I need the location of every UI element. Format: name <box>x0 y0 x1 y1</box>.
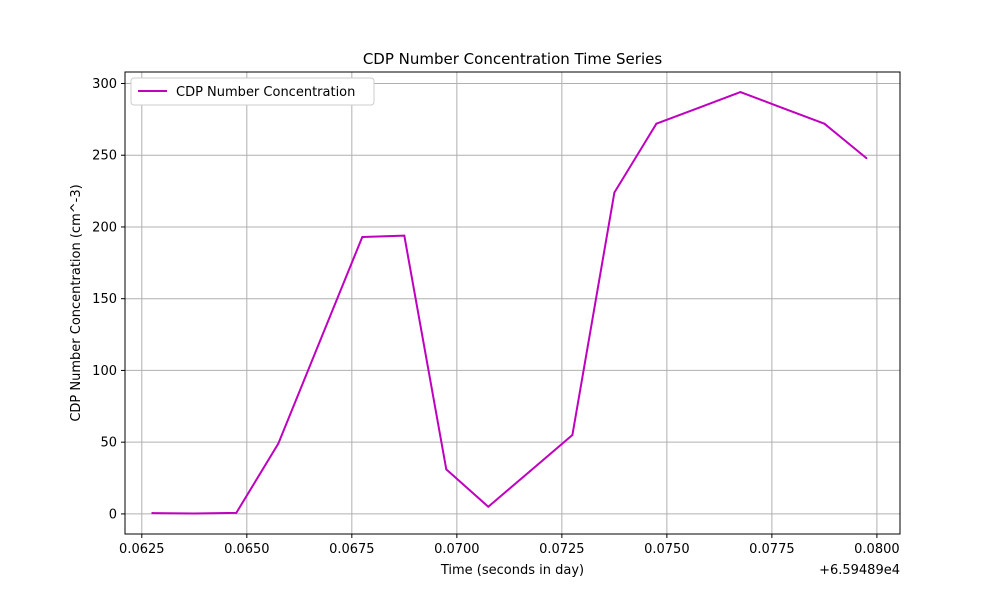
data-point <box>361 236 364 238</box>
data-point <box>613 191 616 194</box>
data-point <box>739 91 742 94</box>
x-tick-label: 0.0775 <box>749 542 795 557</box>
legend-label: CDP Number Concentration <box>176 85 355 100</box>
data-point <box>445 468 448 471</box>
data-point <box>823 122 826 125</box>
data-point <box>319 339 322 342</box>
data-point <box>403 234 406 237</box>
x-tick-label: 0.0725 <box>539 542 585 557</box>
x-tick-label: 0.0700 <box>434 542 480 557</box>
y-tick-label: 300 <box>92 77 117 92</box>
y-tick-label: 0 <box>109 507 117 522</box>
x-tick-label: 0.0650 <box>224 542 270 557</box>
plot-frame <box>124 71 901 535</box>
x-axis: 0.0625 0.0650 0.0675 0.0700 0.0725 0.0750 0.07… <box>119 534 900 557</box>
plot-area <box>151 91 868 515</box>
series-line <box>152 91 868 515</box>
y-tick-label: 200 <box>92 220 117 235</box>
x-tick-label: 0.0625 <box>119 542 165 557</box>
x-tick-label: 0.0750 <box>644 542 690 557</box>
grid <box>125 72 900 534</box>
data-point <box>655 122 658 125</box>
y-axis: 0 50 100 150 200 250 300 <box>92 77 125 522</box>
x-offset-label: +6.59489e4 <box>819 563 900 578</box>
data-point <box>277 442 280 445</box>
data-point <box>487 505 490 508</box>
y-tick-label: 150 <box>92 292 117 307</box>
x-axis-label: Time (seconds in day) <box>440 563 584 578</box>
y-tick-label: 50 <box>100 436 117 451</box>
data-point <box>193 512 196 515</box>
chart-title: CDP Number Concentration Time Series <box>363 50 663 68</box>
x-tick-label: 0.0675 <box>329 542 375 557</box>
data-point <box>781 106 784 109</box>
data-point <box>697 106 700 109</box>
y-tick-label: 100 <box>92 364 117 379</box>
data-point <box>151 512 154 515</box>
data-point <box>865 157 868 160</box>
legend: CDP Number Concentration <box>130 77 375 106</box>
y-axis-label: CDP Number Concentration (cm^-3) <box>69 184 84 421</box>
legend-box <box>130 77 375 106</box>
x-tick-label: 0.0800 <box>854 542 900 557</box>
data-point <box>529 469 532 472</box>
y-tick-label: 250 <box>92 149 117 164</box>
data-point <box>571 434 574 436</box>
data-point <box>235 511 238 514</box>
